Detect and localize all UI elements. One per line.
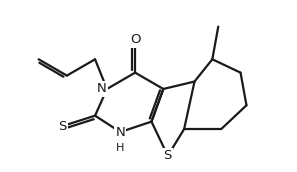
Text: N: N (97, 82, 107, 95)
Text: S: S (58, 120, 67, 133)
Text: N: N (116, 126, 125, 138)
Text: O: O (130, 34, 140, 46)
Text: N: N (116, 126, 125, 138)
Text: S: S (164, 149, 172, 162)
Text: H: H (116, 143, 124, 153)
